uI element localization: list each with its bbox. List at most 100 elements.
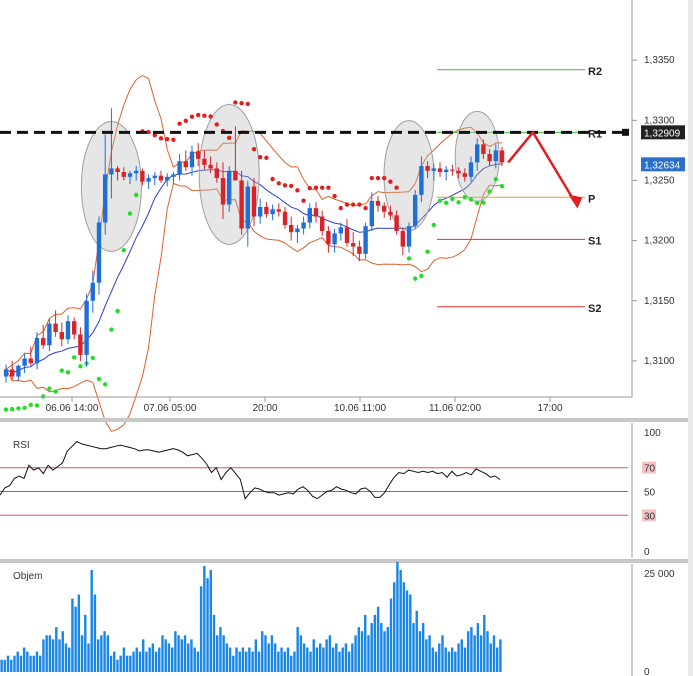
volume-bar (129, 655, 132, 672)
candle-body (59, 332, 64, 340)
volume-bar (71, 598, 74, 672)
volume-bar (470, 627, 473, 672)
volume-bar (412, 623, 415, 672)
volume-bar (457, 643, 460, 672)
volume-tick-label: 0 (644, 667, 650, 676)
volume-bar (0, 659, 3, 672)
current-price-tag: 1,32634 (641, 157, 685, 172)
volume-bar (109, 655, 113, 672)
rsi-tick-bg (642, 509, 656, 522)
volume-bar (450, 647, 454, 672)
candle-body (437, 168, 443, 173)
svg-text:1,32634: 1,32634 (644, 160, 681, 171)
volume-bar (29, 655, 32, 672)
sar-dot (289, 183, 294, 189)
sar-dot (165, 136, 170, 142)
sar-dot (103, 382, 108, 387)
sar-dot (202, 113, 207, 118)
candle-body (183, 161, 188, 168)
candle-body (96, 222, 102, 283)
volume-bar (212, 614, 216, 672)
sar-dot (177, 121, 182, 126)
candle-body (251, 186, 257, 217)
volume-bar (116, 659, 119, 672)
rsi-tick-bg (642, 461, 656, 474)
candle-body (158, 175, 164, 181)
sar-dot (413, 276, 418, 281)
volume-bar (74, 606, 77, 672)
sar-dot (47, 386, 52, 391)
sar-dot (338, 205, 343, 211)
volume-bar (460, 639, 463, 672)
volume-bar (90, 570, 93, 672)
level-label-s2: S2 (588, 303, 601, 315)
volume-bar (248, 647, 251, 672)
volume-bar (106, 635, 110, 672)
time-tick-label: 10.06 11:00 (334, 403, 387, 414)
rsi-panel: RSI 100 70 50 30 0 (0, 423, 661, 558)
price-tick-label: 1,3300 (644, 115, 675, 126)
volume-bar (428, 635, 431, 672)
volume-bar (499, 639, 502, 672)
volume-bar (232, 655, 235, 672)
volume-bar (277, 651, 280, 672)
candle-body (165, 176, 170, 181)
volume-bar (193, 647, 196, 672)
sar-dot (468, 197, 474, 202)
candle-body (468, 162, 474, 177)
candle-body (214, 168, 219, 179)
sar-dot (394, 185, 399, 190)
volume-bar (409, 594, 412, 672)
candle-body (363, 226, 368, 254)
sar-dot (134, 192, 139, 198)
volume-bar (6, 655, 10, 672)
volume-bar (222, 635, 225, 672)
sar-dot (115, 308, 120, 314)
resistance-marker (622, 128, 629, 136)
sar-dot (28, 402, 33, 408)
volume-tick-label: 25 000 (644, 569, 675, 580)
volume-bar (93, 594, 97, 672)
candle-body (121, 172, 126, 177)
panel-separator[interactable] (0, 418, 693, 422)
volume-bar (396, 561, 399, 672)
volume-bar (473, 635, 476, 672)
candle-body (72, 321, 77, 335)
volume-bar (257, 651, 261, 672)
candle-body (34, 338, 40, 364)
candle-body (307, 208, 312, 223)
candle-body (146, 178, 151, 182)
volume-bar (302, 643, 306, 672)
volume-bar (16, 651, 19, 672)
volume-bar (306, 647, 309, 672)
sar-dot (388, 179, 393, 184)
candle-body (47, 323, 52, 346)
sar-dot (3, 407, 9, 412)
candle-body (189, 151, 195, 168)
volume-bar (167, 643, 171, 672)
candle-body (208, 164, 213, 169)
panel-separator[interactable] (0, 559, 693, 563)
candle-body (270, 209, 275, 215)
time-tick-label: 20:00 (252, 403, 277, 414)
volume-bar (373, 614, 377, 672)
volume-bar (392, 582, 396, 672)
sar-dot (475, 200, 480, 206)
price-tick-label: 1,3200 (644, 236, 675, 247)
volume-bar (434, 651, 438, 672)
time-axis: 06.06 14:00 07.06 05:00 20:00 10.06 11:00 11… (0, 396, 632, 414)
candle-body (444, 169, 449, 173)
volume-bar (164, 639, 167, 672)
forecast-arrow (507, 130, 583, 209)
volume-bar (26, 651, 29, 672)
candle-body (264, 206, 269, 215)
volume-bar (216, 635, 219, 672)
volume-bar (354, 635, 357, 672)
volume-bar (431, 647, 435, 672)
candle-body (115, 168, 120, 173)
volume-bar (35, 651, 39, 672)
level-label-s1: S1 (588, 235, 601, 247)
volume-bar (19, 655, 23, 672)
vertical-scrollbar[interactable] (688, 0, 693, 676)
